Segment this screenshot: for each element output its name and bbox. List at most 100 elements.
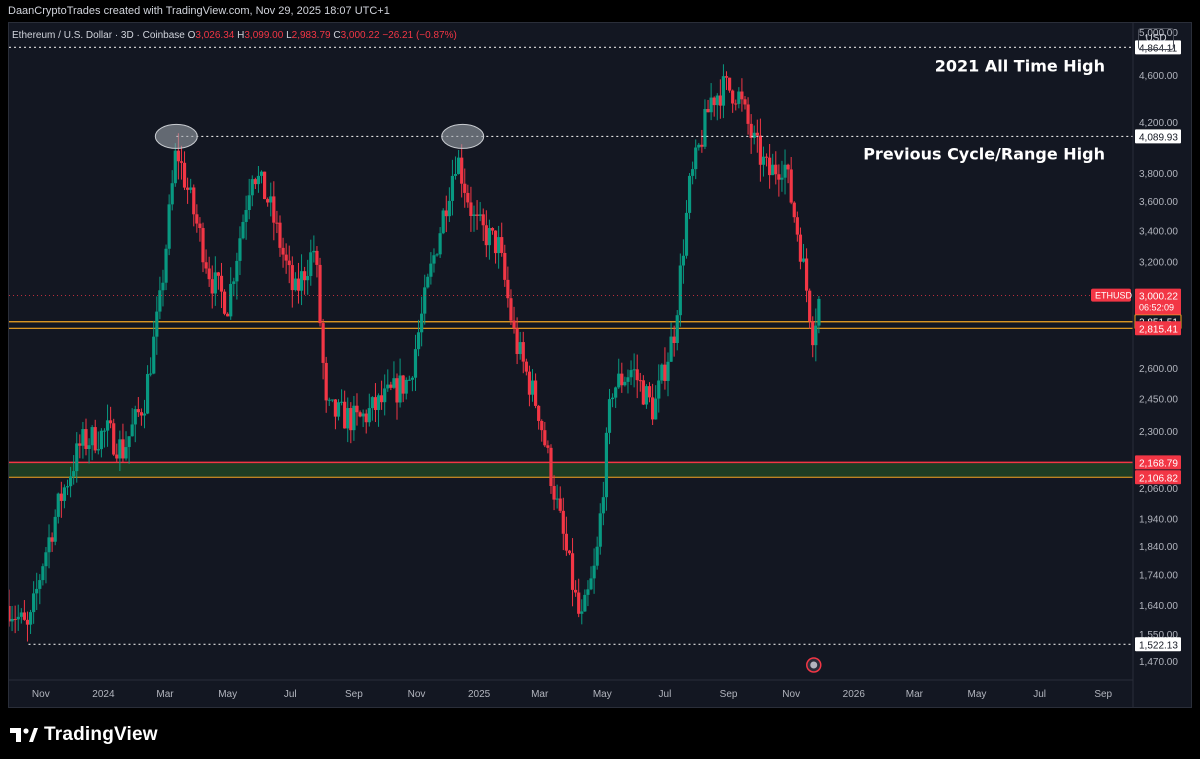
candle-down [284, 254, 288, 261]
candle-up [752, 132, 756, 138]
tradingview-logo[interactable]: TradingView [10, 724, 158, 746]
candle-down [355, 405, 359, 413]
candle-up [235, 260, 239, 282]
time-tick-label: Jul [284, 689, 297, 700]
time-tick-label: May [593, 689, 612, 700]
candle-down [764, 156, 769, 158]
chart-area[interactable]: 2021 All Time High Previous Cycle/Range H… [8, 22, 1192, 708]
candle-up [657, 380, 661, 399]
candle-up [654, 398, 658, 420]
candle-up [715, 95, 719, 106]
candle-down [466, 192, 470, 203]
candle-down [724, 76, 729, 78]
candle-up [709, 97, 713, 113]
candle-down [727, 77, 732, 91]
candle-down [537, 405, 541, 421]
event-flag-icon-inner [810, 661, 818, 669]
price-tick-label: 3,800.00 [1139, 169, 1178, 180]
attribution-bar: DaanCryptoTrades created with TradingVie… [0, 0, 1200, 22]
candle-up [432, 255, 436, 264]
candle-down [755, 132, 759, 136]
candle-up [346, 408, 350, 429]
currency-button[interactable]: USD [1138, 28, 1174, 50]
candle-up [87, 445, 91, 449]
candle-up [189, 187, 193, 190]
candle-down [315, 250, 319, 265]
time-tick-label: 2024 [92, 689, 115, 700]
candle-down [226, 313, 230, 317]
candle-up [703, 109, 707, 147]
level-price-box [1135, 637, 1181, 652]
candle-down [740, 91, 744, 100]
candle-up [589, 578, 593, 590]
candle-up [238, 238, 242, 261]
candle-down [207, 268, 211, 280]
candle-down [734, 103, 738, 105]
candle-down [774, 164, 778, 175]
candle-up [447, 200, 451, 217]
time-tick-label: Sep [720, 689, 738, 700]
candle-down [109, 420, 113, 424]
candle-up [771, 164, 775, 176]
candle-down [558, 498, 562, 511]
candle-up [352, 405, 356, 431]
candle-down [490, 228, 495, 231]
candle-up [53, 516, 57, 542]
current-price-value: 3,000.22 [1139, 292, 1178, 303]
candle-down [210, 279, 214, 294]
candle-up [293, 278, 297, 291]
low-label: L [286, 30, 292, 41]
candle-down [373, 397, 378, 411]
candle-up [580, 611, 584, 614]
time-tick-label: Sep [345, 689, 363, 700]
candle-up [426, 276, 430, 288]
candle-up [614, 387, 618, 398]
candle-up [410, 377, 415, 380]
candle-up [105, 420, 110, 431]
candle-up [737, 91, 741, 104]
candle-down [50, 537, 54, 542]
candle-down [186, 187, 190, 190]
candle-down [343, 401, 347, 429]
price-chart[interactable]: 2021 All Time High Previous Cycle/Range H… [9, 23, 1191, 707]
candle-up [814, 325, 818, 346]
candle-up [761, 156, 766, 165]
time-tick-label: May [218, 689, 237, 700]
candle-down [266, 199, 270, 203]
time-tick-label: Mar [531, 689, 549, 700]
support-zone [9, 462, 1133, 478]
candle-down [216, 272, 221, 276]
candle-up [336, 402, 341, 417]
candle-up [675, 315, 679, 344]
level-price-box [1135, 40, 1181, 55]
candle-down [182, 162, 187, 188]
candle-down [139, 412, 144, 416]
time-tick-label: Mar [156, 689, 174, 700]
candle-down [179, 161, 184, 163]
tradingview-logo-icon [10, 728, 38, 742]
candle-down [527, 371, 532, 395]
candle-down [712, 97, 716, 106]
price-tick-label: 1,740.00 [1139, 571, 1178, 582]
candle-up [124, 447, 128, 459]
candle-down [13, 618, 17, 620]
candle-down [303, 271, 307, 281]
level-price-label: 2,815.41 [1139, 324, 1178, 335]
candle-up [170, 183, 174, 205]
time-tick-label: Mar [906, 689, 924, 700]
candle-down [758, 135, 762, 165]
candle-down [484, 225, 488, 246]
candle-up [158, 290, 162, 312]
candle-down [195, 214, 199, 224]
candle-up [41, 566, 45, 581]
candle-down [9, 605, 11, 622]
candle-down [475, 214, 479, 216]
high-label: H [237, 30, 245, 41]
open-label: O [187, 30, 196, 41]
time-tick-label: Nov [32, 689, 50, 700]
candle-up [472, 214, 476, 216]
candle-down [647, 386, 652, 398]
candle-up [632, 369, 636, 371]
candle-down [577, 592, 581, 614]
candle-up [152, 336, 156, 374]
